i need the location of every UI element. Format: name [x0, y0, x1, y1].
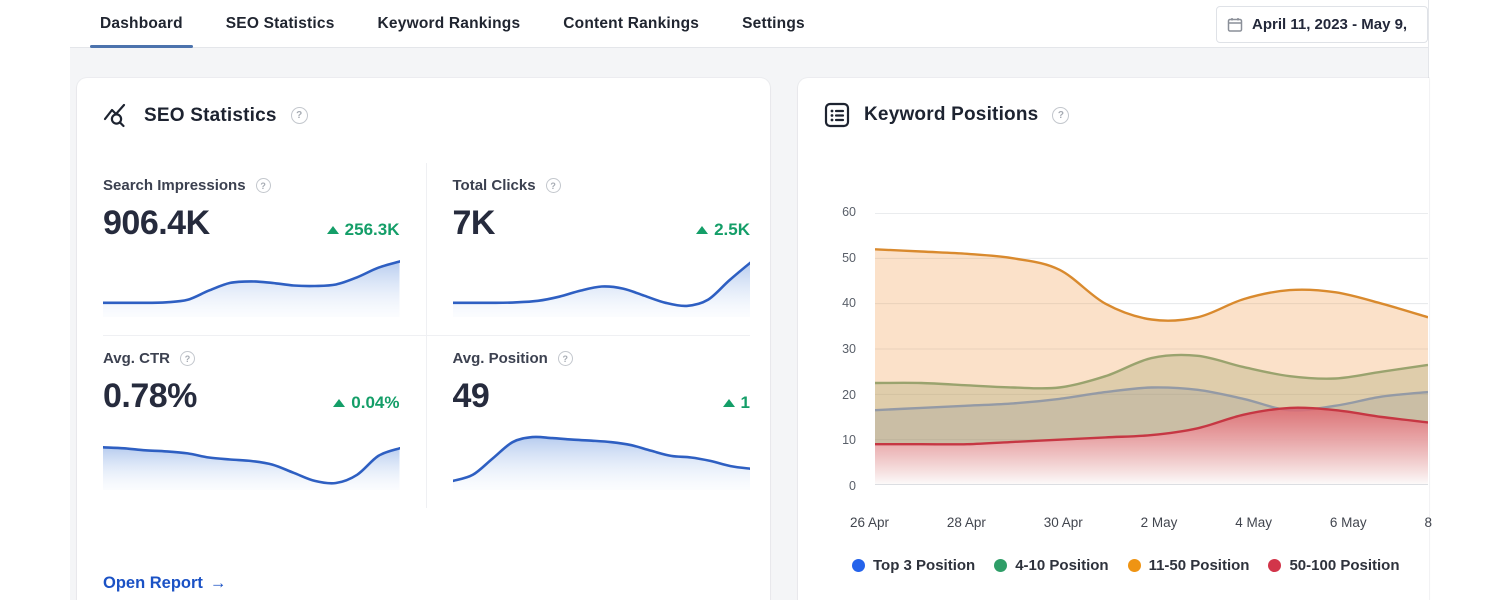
legend-item: 11-50 Position	[1127, 557, 1250, 574]
help-icon[interactable]: ?	[179, 351, 195, 366]
y-tick: 20	[842, 387, 856, 402]
legend-label: 11-50 Position	[1148, 557, 1250, 574]
help-icon[interactable]: ?	[545, 178, 561, 193]
y-tick: 60	[842, 205, 856, 219]
x-tick: 26 Apr	[850, 515, 890, 530]
help-icon[interactable]: ?	[1052, 106, 1070, 124]
list-icon	[824, 102, 850, 128]
x-tick: 8	[1424, 515, 1432, 530]
legend-item: Top 3 Position	[852, 557, 975, 574]
x-tick: 4 May	[1235, 515, 1272, 530]
help-icon[interactable]: ?	[290, 107, 308, 124]
top-navigation-bar: Dashboard SEO Statistics Keyword Ranking…	[70, 0, 1428, 48]
y-tick: 10	[842, 433, 856, 448]
metric-value: 0.78%	[103, 377, 197, 415]
legend-dot-icon	[1127, 559, 1141, 572]
tab-content-rankings[interactable]: Content Rankings	[563, 14, 700, 32]
y-tick: 40	[842, 296, 856, 311]
y-tick: 50	[842, 250, 856, 265]
x-tick: 2 May	[1140, 515, 1178, 530]
metric-delta: 256.3K	[326, 220, 400, 240]
seo-card-header: SEO Statistics ?	[77, 78, 770, 129]
chart-y-axis: 60 50 40 30 20 10 0	[816, 205, 856, 493]
metric-label: Total Clicks	[452, 177, 536, 194]
keyword-positions-card: Keyword Positions ? 60 50 40 30 20 10 0 …	[798, 78, 1432, 600]
legend-dot-icon	[994, 559, 1008, 572]
arrow-up-icon	[722, 399, 735, 407]
y-tick: 0	[849, 478, 856, 493]
metric-delta: 1	[722, 393, 750, 413]
sparkline-avg-ctr	[103, 446, 400, 490]
y-tick: 30	[842, 341, 856, 356]
legend-label: 50-100 Position	[1289, 557, 1400, 574]
keyword-positions-area-chart	[875, 213, 1428, 485]
chart-x-axis: 26 Apr 28 Apr 30 Apr 2 May 4 May 6 May 8	[850, 515, 1432, 530]
legend-item: 4-10 Position	[994, 557, 1109, 574]
metric-value: 7K	[452, 204, 496, 242]
arrow-right-icon: →	[209, 574, 227, 592]
metric-delta: 2.5K	[696, 220, 750, 240]
seo-card-title: SEO Statistics	[144, 104, 277, 126]
metric-label: Search Impressions	[103, 177, 246, 194]
tab-dashboard[interactable]: Dashboard	[90, 14, 193, 48]
open-report-link[interactable]: Open Report →	[103, 574, 227, 592]
arrow-up-icon	[696, 226, 709, 234]
metric-avg-ctr: Avg. CTR ? 0.78% 0.04%	[103, 336, 427, 508]
legend-item: 50-100 Position	[1268, 557, 1400, 574]
metric-avg-position: Avg. Position ? 49 1	[427, 336, 750, 508]
metric-total-clicks: Total Clicks ? 7K 2.5K	[426, 163, 750, 336]
arrow-up-icon	[326, 226, 339, 234]
x-tick: 6 May	[1329, 515, 1367, 530]
help-icon[interactable]: ?	[557, 351, 573, 366]
app-frame: Dashboard SEO Statistics Keyword Ranking…	[70, 0, 1432, 600]
help-icon[interactable]: ?	[255, 178, 271, 193]
chart-legend: Top 3 Position 4-10 Position 11-50 Positio…	[852, 557, 1427, 574]
legend-dot-icon	[852, 559, 865, 572]
seo-statistics-card: SEO Statistics ? Search Impressions ? 90…	[77, 78, 770, 600]
tab-seo-statistics[interactable]: SEO Statistics	[225, 14, 335, 32]
legend-label: Top 3 Position	[873, 557, 976, 574]
date-range-text: April 11, 2023 - May 9,	[1252, 16, 1408, 33]
arrow-up-icon	[333, 399, 346, 407]
sparkline-search-impressions	[103, 260, 400, 317]
x-tick: 30 Apr	[1043, 515, 1083, 530]
metric-value: 49	[452, 377, 490, 415]
metric-delta: 0.04%	[333, 393, 400, 413]
date-range-picker[interactable]: April 11, 2023 - May 9,	[1216, 6, 1428, 43]
legend-dot-icon	[1268, 559, 1282, 572]
metric-search-impressions: Search Impressions ? 906.4K 256.3K	[103, 163, 427, 336]
sparkline-avg-position	[452, 435, 750, 490]
tab-settings[interactable]: Settings	[742, 14, 805, 32]
metrics-grid: Search Impressions ? 906.4K 256.3K Total…	[103, 163, 750, 508]
sparkline-total-clicks	[452, 261, 750, 317]
keyword-card-title: Keyword Positions	[864, 104, 1039, 125]
calendar-icon	[1227, 17, 1243, 33]
metric-value: 906.4K	[103, 204, 210, 242]
legend-label: 4-10 Position	[1015, 557, 1109, 574]
keyword-card-header: Keyword Positions ?	[798, 78, 1429, 128]
analytics-search-icon	[103, 102, 130, 129]
x-tick: 28 Apr	[946, 515, 986, 530]
tab-keyword-rankings[interactable]: Keyword Rankings	[377, 14, 521, 32]
metric-label: Avg. CTR	[103, 350, 170, 367]
metric-label: Avg. Position	[452, 350, 548, 367]
